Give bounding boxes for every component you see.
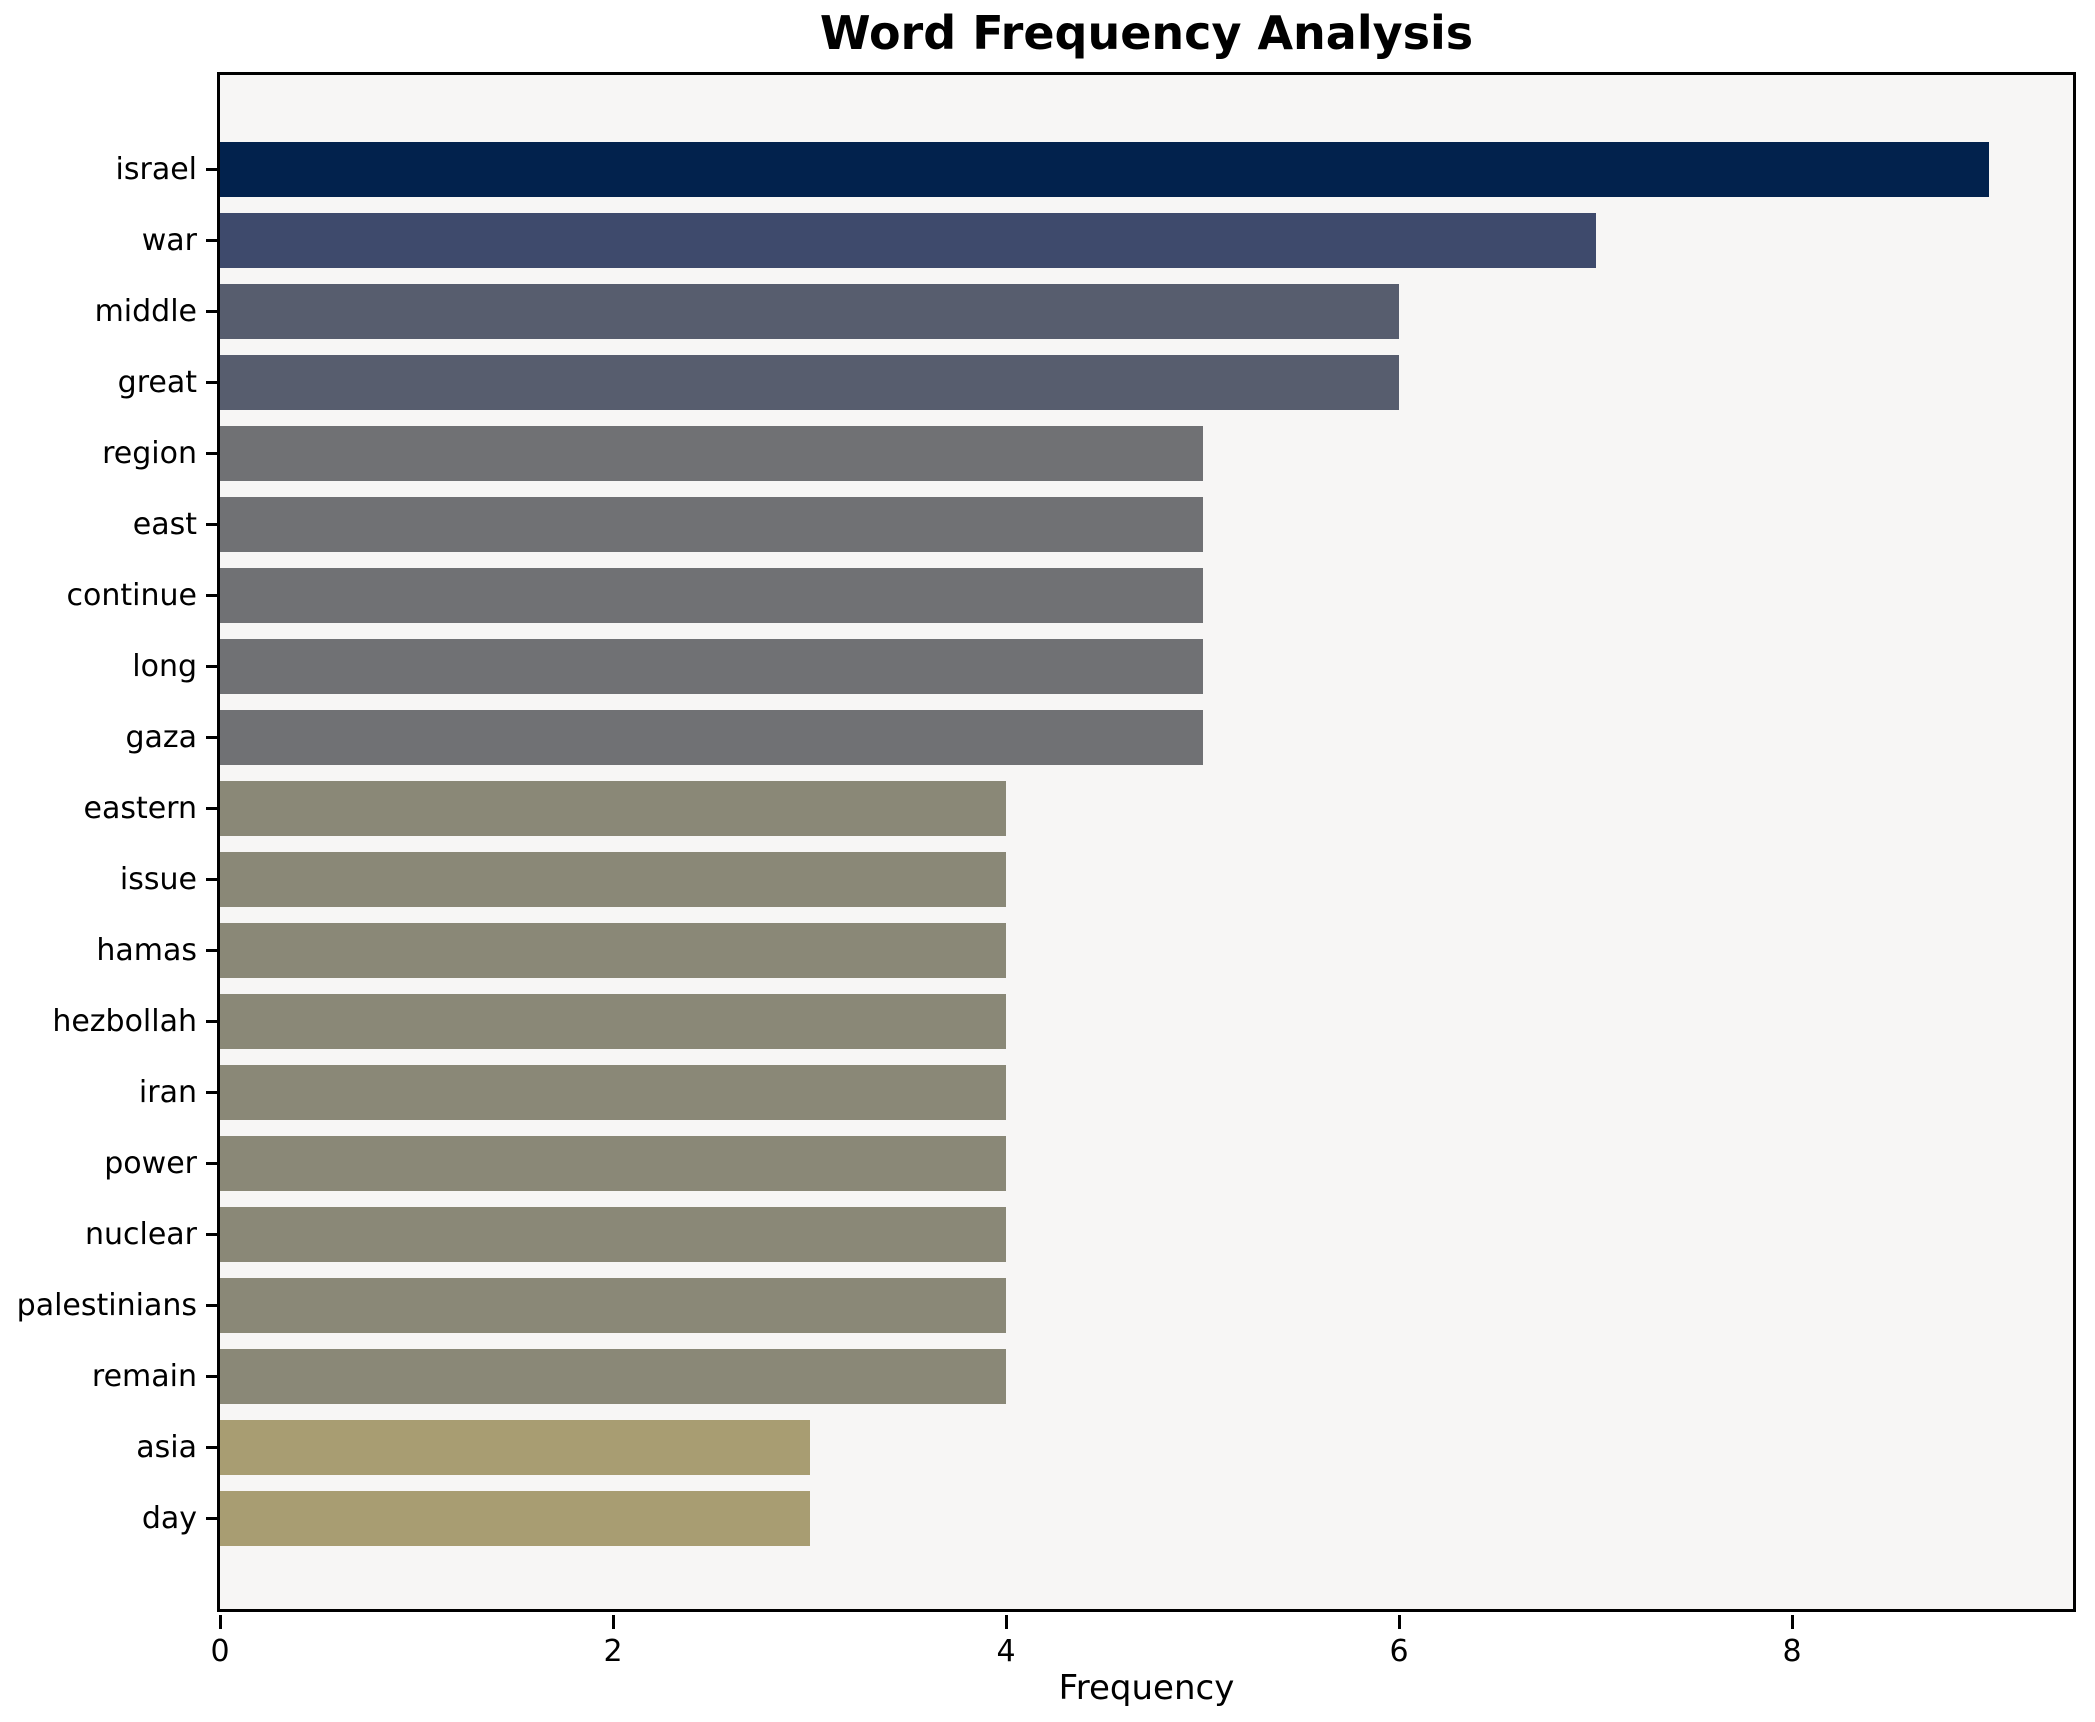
y-tick-label-asia: asia — [136, 1429, 197, 1465]
y-tick-label-east: east — [132, 506, 197, 542]
y-tick-label-nuclear: nuclear — [84, 1216, 197, 1252]
y-tick-label-hamas: hamas — [96, 932, 197, 968]
y-tick-label-palestinians: palestinians — [16, 1287, 197, 1323]
y-tick-label-region: region — [102, 435, 197, 471]
x-tick-label-2: 2 — [603, 1634, 623, 1669]
bar-long — [220, 639, 1203, 694]
bar-remain — [220, 1349, 1006, 1404]
y-tick-day — [206, 1517, 217, 1520]
bar-middle — [220, 284, 1399, 339]
y-tick-label-issue: issue — [119, 861, 197, 897]
x-tick-label-0: 0 — [210, 1634, 230, 1669]
y-tick-label-war: war — [141, 222, 197, 258]
bar-east — [220, 497, 1203, 552]
y-tick-label-gaza: gaza — [125, 719, 197, 755]
y-tick-israel — [206, 168, 217, 171]
y-tick-long — [206, 665, 217, 668]
x-tick-label-4: 4 — [996, 1634, 1016, 1669]
y-tick-label-remain: remain — [91, 1358, 197, 1394]
bar-war — [220, 213, 1596, 268]
y-tick-eastern — [206, 807, 217, 810]
bar-issue — [220, 852, 1006, 907]
y-tick-label-hezbollah: hezbollah — [52, 1003, 197, 1039]
bar-region — [220, 426, 1203, 481]
y-tick-palestinians — [206, 1304, 217, 1307]
y-tick-gaza — [206, 736, 217, 739]
y-tick-label-continue: continue — [66, 577, 197, 613]
bar-day — [220, 1491, 810, 1546]
y-tick-middle — [206, 310, 217, 313]
x-axis-title: Frequency — [1058, 1668, 1235, 1708]
bar-iran — [220, 1065, 1006, 1120]
y-tick-east — [206, 523, 217, 526]
bar-great — [220, 355, 1399, 410]
y-tick-iran — [206, 1091, 217, 1094]
y-tick-hamas — [206, 949, 217, 952]
x-tick-4 — [1004, 1615, 1008, 1629]
y-tick-label-iran: iran — [138, 1074, 197, 1110]
y-tick-label-day: day — [141, 1500, 197, 1536]
chart-title: Word Frequency Analysis — [819, 6, 1474, 60]
x-tick-8 — [1790, 1615, 1794, 1629]
y-tick-hezbollah — [206, 1020, 217, 1023]
bar-israel — [220, 142, 1989, 197]
bar-palestinians — [220, 1278, 1006, 1333]
bar-eastern — [220, 781, 1006, 836]
x-tick-label-6: 6 — [1389, 1634, 1409, 1669]
y-tick-great — [206, 381, 217, 384]
y-tick-label-middle: middle — [94, 293, 197, 329]
bar-gaza — [220, 710, 1203, 765]
y-tick-nuclear — [206, 1233, 217, 1236]
y-tick-continue — [206, 594, 217, 597]
x-tick-0 — [218, 1615, 222, 1629]
y-tick-asia — [206, 1446, 217, 1449]
bar-continue — [220, 568, 1203, 623]
x-tick-2 — [611, 1615, 615, 1629]
y-tick-power — [206, 1162, 217, 1165]
plot-area — [217, 72, 2076, 1612]
y-tick-label-great: great — [117, 364, 197, 400]
y-tick-label-israel: israel — [115, 151, 197, 187]
x-tick-label-8: 8 — [1782, 1634, 1802, 1669]
bar-power — [220, 1136, 1006, 1191]
y-tick-label-long: long — [132, 648, 197, 684]
y-tick-war — [206, 239, 217, 242]
y-tick-label-eastern: eastern — [83, 790, 197, 826]
y-tick-region — [206, 452, 217, 455]
y-tick-label-power: power — [104, 1145, 197, 1181]
bar-nuclear — [220, 1207, 1006, 1262]
x-tick-6 — [1397, 1615, 1401, 1629]
bar-hamas — [220, 923, 1006, 978]
y-tick-issue — [206, 878, 217, 881]
bar-asia — [220, 1420, 810, 1475]
y-tick-remain — [206, 1375, 217, 1378]
bar-hezbollah — [220, 994, 1006, 1049]
